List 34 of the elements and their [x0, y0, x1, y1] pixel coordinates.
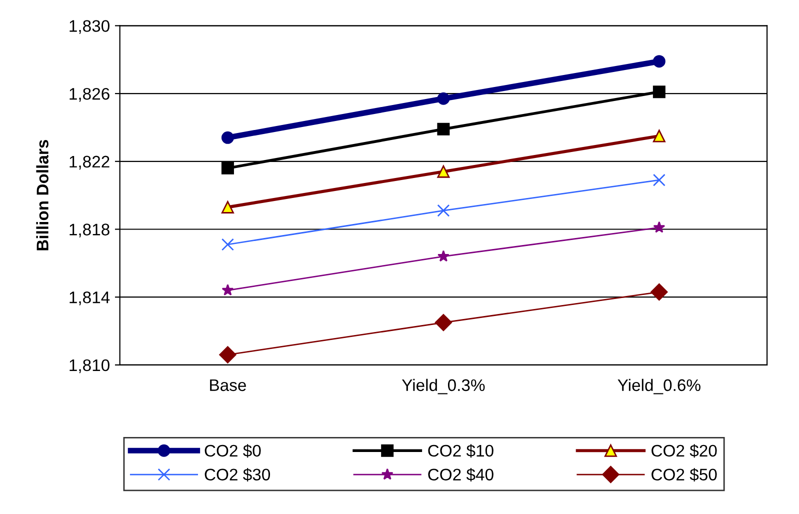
- legend-label: CO2 $0: [204, 444, 261, 458]
- legend-label: CO2 $10: [428, 444, 494, 458]
- point: [653, 221, 666, 233]
- point: [434, 314, 452, 332]
- legend-label: CO2 $40: [428, 468, 494, 482]
- point: [652, 55, 666, 68]
- point: [221, 131, 234, 144]
- point: [652, 86, 666, 98]
- y-tick-label: 1,810: [70, 359, 110, 374]
- point: [437, 204, 450, 217]
- y-tick-label: 1,822: [70, 156, 110, 170]
- point: [437, 165, 450, 178]
- point: [437, 250, 450, 262]
- legend-label: CO2 $50: [652, 468, 717, 482]
- legend-label: CO2 $30: [204, 468, 270, 482]
- point: [221, 238, 234, 251]
- point: [221, 162, 234, 174]
- y-tick-label: 1,814: [70, 291, 110, 306]
- x-tick-label: Yield_0.6%: [618, 378, 700, 394]
- point: [652, 130, 666, 142]
- point: [437, 92, 450, 105]
- y-tick-label: 1,826: [70, 88, 110, 102]
- point: [650, 283, 668, 301]
- point: [222, 284, 234, 296]
- point: [219, 346, 236, 364]
- x-tick-label: Yield_0.3%: [402, 378, 485, 394]
- point: [652, 174, 666, 186]
- y-tick-label: 1,830: [70, 20, 110, 34]
- legend-label: CO2 $20: [652, 444, 717, 458]
- point: [437, 122, 450, 136]
- y-axis-title: Billion Dollars: [36, 140, 48, 250]
- y-tick-label: 1,818: [70, 224, 110, 238]
- x-tick-label: Base: [210, 379, 246, 392]
- point: [221, 200, 234, 214]
